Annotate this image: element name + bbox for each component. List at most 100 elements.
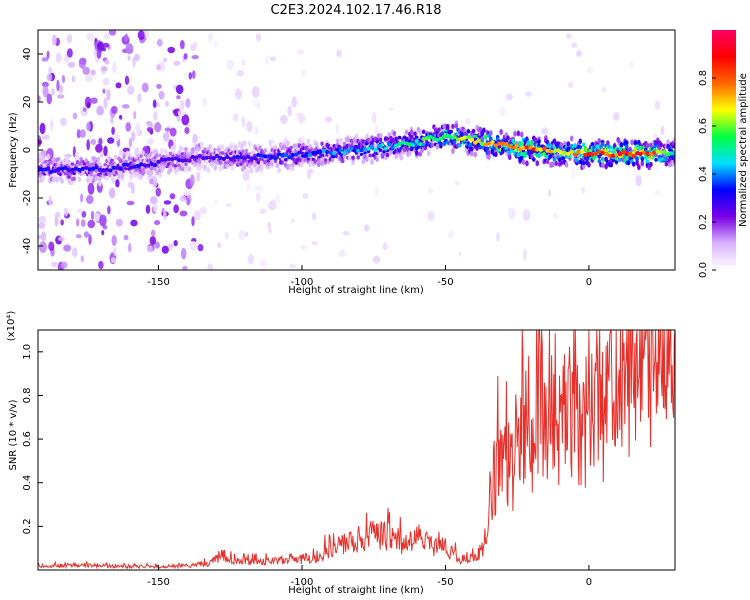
ridge-cell — [199, 141, 204, 148]
ridge-core-cell — [383, 146, 388, 151]
heatmap-cell — [66, 48, 73, 58]
y-tick-label: 0 — [22, 147, 33, 153]
heatmap-cell — [149, 195, 158, 205]
ridge-cell — [365, 156, 369, 163]
ridge-cell — [46, 163, 51, 168]
ridge-core-cell — [486, 141, 492, 146]
ridge-core-cell — [252, 156, 258, 161]
ridge-core-cell — [221, 156, 227, 161]
heatmap-cell — [46, 73, 53, 82]
ridge-core-cell — [307, 152, 313, 157]
y-tick-label: 1.0 — [22, 344, 33, 360]
heatmap-cell — [274, 193, 281, 205]
ridge-cell — [478, 126, 483, 133]
ridge-core-cell — [497, 141, 502, 146]
colorbar-tick-label: 0.6 — [698, 118, 709, 134]
ridge-core-cell — [283, 153, 289, 158]
heatmap-cell — [114, 133, 120, 142]
ridge-cell — [626, 160, 631, 166]
heatmap-cell — [172, 109, 177, 115]
ridge-core-cell — [314, 150, 320, 155]
heatmap-cell — [152, 99, 157, 108]
ridge-core-cell — [359, 148, 364, 153]
heatmap-cell — [570, 42, 578, 48]
ridge-cell — [277, 167, 281, 174]
heatmap-cell — [111, 235, 117, 247]
heatmap-cell — [290, 218, 295, 223]
heatmap-cell — [571, 167, 576, 180]
ridge-cell — [289, 145, 293, 150]
ridge-core-cell — [111, 165, 116, 170]
ridge-cell — [301, 142, 305, 148]
ridge-cell — [98, 176, 102, 182]
ridge-cell — [198, 159, 202, 164]
ridge-core-cell — [665, 152, 671, 157]
heatmap-cell — [338, 249, 346, 258]
heatmap-cell — [80, 219, 86, 228]
ridge-cell — [604, 163, 608, 170]
ridge-core-cell — [621, 150, 626, 155]
heatmap-cell — [146, 245, 154, 253]
ridge-core-cell — [400, 140, 406, 145]
heatmap-cell — [259, 208, 267, 215]
heatmap-cell — [169, 127, 177, 137]
ridge-cell — [170, 160, 175, 164]
ridge-cell — [65, 172, 70, 176]
ridge-cell — [354, 144, 359, 148]
heatmap-cell — [81, 211, 87, 218]
heatmap-cell — [110, 117, 114, 124]
heatmap-cell — [63, 244, 72, 252]
ridge-cell — [96, 156, 101, 162]
heatmap-cell — [300, 245, 308, 250]
ridge-core-cell — [517, 147, 523, 152]
heatmap-cell — [176, 95, 181, 100]
heatmap-cell — [225, 203, 232, 208]
heatmap-cell — [83, 107, 87, 112]
ridge-core-cell — [411, 142, 416, 147]
ridge-cell — [488, 136, 493, 141]
heatmap-cell — [208, 32, 214, 42]
ridge-core-cell — [593, 151, 599, 156]
ridge-cell — [418, 129, 423, 136]
colorbar-tick-label: 0.2 — [698, 214, 709, 230]
ridge-core-cell — [194, 155, 199, 160]
ridge-cell — [581, 142, 586, 148]
ridge-cell — [630, 139, 634, 146]
heatmap-cell — [59, 84, 64, 94]
ridge-core-cell — [583, 152, 588, 157]
ridge-core-cell — [211, 156, 216, 161]
heatmap-cell — [254, 186, 263, 191]
heatmap-cell — [46, 93, 53, 105]
ridge-cell — [227, 160, 231, 164]
ridge-core-cell — [53, 168, 58, 173]
heatmap-cell — [196, 171, 201, 182]
heatmap-cell — [85, 195, 94, 205]
ridge-cell — [487, 153, 491, 160]
heatmap-cell — [465, 117, 471, 125]
ridge-core-cell — [442, 134, 447, 139]
ridge-cell — [196, 146, 200, 151]
ridge-core-cell — [662, 150, 667, 155]
ridge-cell — [494, 151, 498, 157]
ridge-core-cell — [590, 152, 595, 157]
ridge-cell — [552, 145, 557, 149]
ridge-cell — [664, 157, 669, 162]
ridge-cell — [550, 161, 555, 168]
ridge-cell — [513, 130, 517, 137]
y-tick-label: 40 — [22, 48, 33, 61]
ridge-cell — [316, 161, 321, 168]
ridge-cell — [244, 149, 249, 154]
y-tick-label: -40 — [22, 238, 33, 254]
spectrogram-heatmap — [38, 30, 675, 270]
ridge-core-cell — [407, 142, 413, 147]
heatmap-cell — [98, 260, 104, 270]
ridge-cell — [585, 156, 589, 162]
ridge-core-cell — [256, 153, 261, 158]
heatmap-cell — [86, 33, 94, 41]
heatmap-cell — [163, 57, 167, 63]
heatmap-cell — [153, 202, 159, 213]
ridge-core-cell — [469, 137, 475, 142]
ridge-core-cell — [418, 142, 423, 147]
heatmap-cell — [191, 54, 199, 60]
ridge-cell — [60, 178, 64, 184]
